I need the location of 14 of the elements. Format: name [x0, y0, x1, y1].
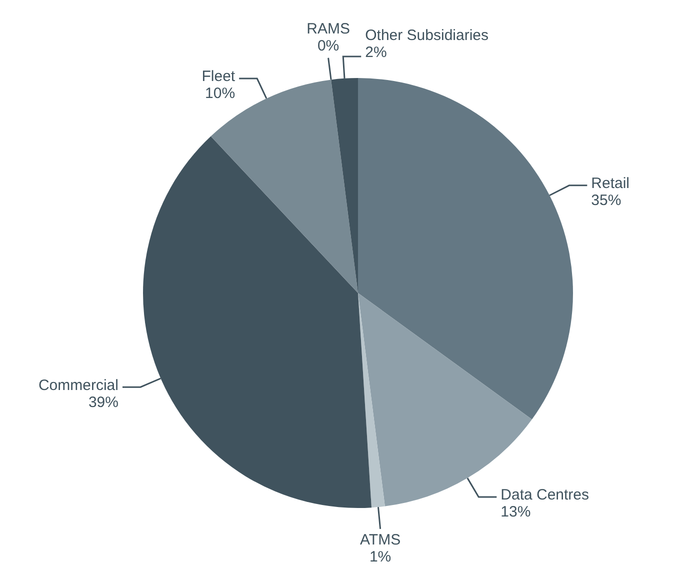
slice-label: Fleet — [202, 68, 236, 86]
data-label: 35% — [591, 192, 622, 210]
slice-label: Other Subsidiaries — [365, 27, 489, 44]
data-label: 13% — [500, 504, 531, 521]
data-label: 39% — [88, 394, 118, 411]
data-label: 2% — [365, 44, 387, 62]
slice-label: Commercial — [38, 376, 118, 394]
data-label: 10% — [205, 85, 236, 102]
category-label: RAMS — [306, 20, 350, 38]
slice-label: Retail — [591, 175, 630, 192]
data-label: 1% — [369, 548, 392, 566]
slice-label: Data Centres — [500, 486, 590, 504]
slice-label: ATMS — [360, 532, 401, 549]
text: 0% — [317, 38, 340, 55]
